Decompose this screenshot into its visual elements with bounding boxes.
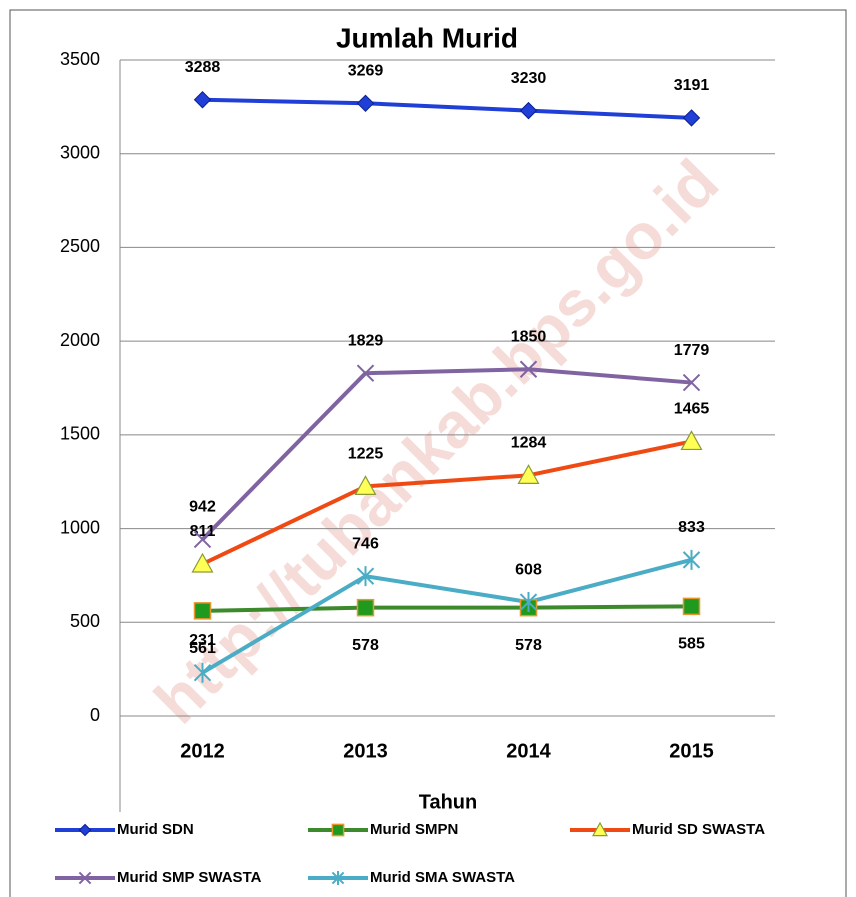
marker	[191, 552, 214, 573]
data-label: 3269	[348, 63, 384, 80]
data-label: 942	[189, 499, 216, 516]
marker	[680, 430, 703, 451]
x-tick-label: 2015	[669, 740, 714, 762]
legend-label: Murid SMA SWASTA	[370, 869, 515, 886]
data-label: 811	[190, 523, 216, 540]
x-tick-label: 2013	[343, 740, 388, 762]
data-label: 1850	[511, 328, 547, 345]
x-tick-label: 2014	[506, 740, 551, 762]
legend-label: Murid SD SWASTA	[632, 821, 765, 838]
data-label: 585	[678, 636, 705, 653]
y-tick-label: 1000	[60, 517, 100, 537]
data-label: 746	[352, 535, 379, 552]
data-label: 1284	[511, 435, 547, 452]
chart-title: Jumlah Murid	[336, 22, 518, 53]
data-label: 1829	[348, 332, 384, 349]
marker	[591, 821, 609, 837]
y-tick-label: 0	[90, 705, 100, 725]
series-line	[202, 604, 692, 613]
marker	[354, 475, 377, 495]
chart-border	[9, 9, 847, 897]
marker	[193, 602, 212, 620]
legend-label: Murid SMP SWASTA	[117, 869, 262, 886]
legend-label: Murid SMPN	[370, 821, 458, 838]
y-tick-label: 2000	[60, 330, 100, 350]
data-label: 833	[678, 519, 705, 536]
series-line	[202, 97, 692, 120]
marker	[331, 871, 345, 885]
marker	[356, 598, 375, 617]
marker	[519, 101, 538, 120]
marker	[78, 823, 92, 837]
data-label: 1779	[674, 342, 710, 359]
marker	[682, 549, 701, 570]
marker	[78, 871, 92, 885]
marker	[193, 91, 212, 109]
marker	[519, 592, 538, 613]
data-label: 561	[189, 640, 216, 657]
data-label: 3288	[185, 59, 221, 76]
marker	[193, 530, 212, 549]
marker	[682, 373, 701, 392]
data-label: 1225	[348, 446, 384, 463]
data-label: 578	[352, 637, 379, 654]
data-label: 608	[515, 561, 542, 578]
y-tick-label: 2500	[60, 236, 100, 256]
marker	[331, 823, 345, 837]
data-label: 578	[515, 637, 542, 654]
series-line	[201, 557, 693, 675]
marker	[682, 597, 701, 616]
y-tick-label: 3500	[60, 49, 100, 69]
y-tick-label: 3000	[60, 142, 100, 162]
series-line	[201, 367, 692, 541]
marker	[193, 662, 212, 683]
marker	[356, 94, 375, 113]
x-tick-label: 2012	[180, 740, 225, 762]
marker	[519, 360, 538, 378]
marker	[517, 464, 540, 484]
x-axis-title: Tahun	[419, 791, 478, 813]
series-line	[201, 439, 692, 566]
marker	[356, 566, 375, 587]
data-label: 3230	[511, 70, 547, 87]
data-label: 3191	[674, 77, 710, 94]
marker	[682, 109, 701, 127]
legend-label: Murid SDN	[117, 821, 194, 838]
y-tick-label: 500	[70, 611, 100, 631]
data-label: 231	[189, 632, 216, 649]
marker	[356, 364, 375, 382]
data-label: 1465	[674, 401, 710, 418]
y-tick-label: 1500	[60, 424, 100, 444]
